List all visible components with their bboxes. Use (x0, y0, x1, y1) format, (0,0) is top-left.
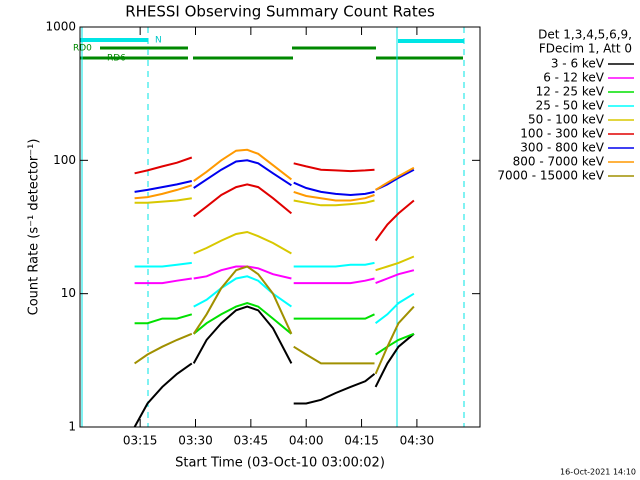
series-line (133, 305, 415, 428)
legend-label: 6 - 12 keV (543, 71, 605, 85)
x-tick-label: 03:45 (234, 434, 269, 448)
footer: 16-Oct-2021 14:10 (560, 468, 636, 477)
y-tick-label: 1 (68, 420, 76, 434)
legend-label: 300 - 800 keV (520, 141, 604, 155)
state-label: RD6 (107, 54, 126, 64)
x-axis-label: Start Time (03-Oct-10 03:00:02) (175, 456, 385, 471)
legend-header: Det 1,3,4,5,6,9, (538, 28, 632, 42)
x-tick-label: 03:30 (178, 434, 213, 448)
y-tick-label: 10 (61, 286, 76, 300)
series-line (134, 156, 415, 242)
plot-frame (79, 26, 481, 428)
series-line (134, 265, 415, 285)
legend-label: 100 - 300 keV (520, 127, 604, 141)
x-tick-label: 04:30 (400, 434, 435, 448)
series-line (134, 197, 415, 272)
legend-header: FDecim 1, Att 0 (539, 42, 632, 56)
y-tick-label: 1000 (45, 20, 76, 34)
series-line (134, 148, 415, 202)
legend-label: 3 - 6 keV (551, 57, 605, 71)
series-line (134, 302, 415, 356)
y-tick-label: 100 (53, 153, 76, 167)
legend-label: 800 - 7000 keV (513, 155, 605, 169)
y-axis-label: Count Rate (s⁻¹ detector⁻¹) (27, 139, 42, 316)
legend-label: 7000 - 15000 keV (497, 169, 604, 183)
x-tick-label: 03:15 (123, 434, 158, 448)
legend-label: 50 - 100 keV (528, 113, 605, 127)
series-line (134, 159, 415, 197)
legend-label: 25 - 50 keV (536, 99, 605, 113)
legend-label: 12 - 25 keV (536, 85, 605, 99)
x-tick-label: 04:00 (289, 434, 324, 448)
series-line (134, 261, 415, 324)
state-label: RD0 (73, 44, 92, 54)
chart-title: RHESSI Observing Summary Count Rates (125, 3, 435, 21)
state-bars: N RD0 RD6 (73, 27, 465, 427)
state-label: N (155, 36, 162, 46)
x-tick-label: 04:15 (344, 434, 379, 448)
series-line (134, 265, 415, 375)
